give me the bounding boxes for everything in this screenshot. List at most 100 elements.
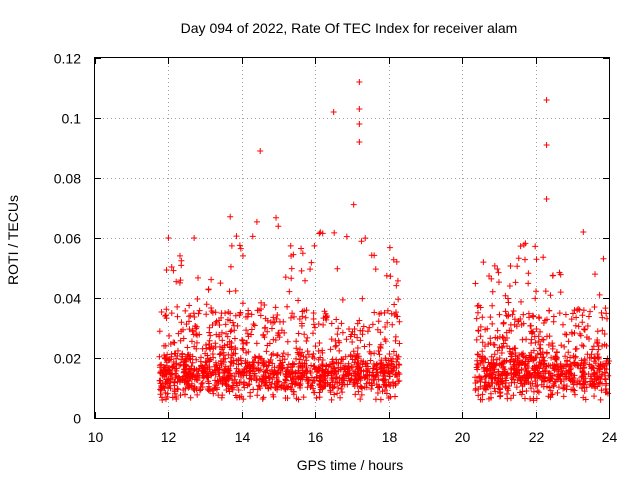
data-point bbox=[503, 329, 510, 336]
data-point bbox=[597, 396, 604, 403]
data-point bbox=[304, 348, 311, 355]
data-point bbox=[226, 388, 233, 395]
data-point bbox=[328, 336, 335, 343]
data-point bbox=[307, 266, 314, 273]
axis-ticks: 10 12 14 16 18 20 22 24 0 0.02 0.04 0.06 0.08 0.1 0.12 bbox=[54, 51, 618, 446]
data-point bbox=[551, 365, 558, 372]
data-point bbox=[510, 308, 517, 315]
data-point bbox=[268, 366, 275, 373]
data-point bbox=[359, 327, 366, 334]
data-point bbox=[220, 367, 227, 374]
data-point bbox=[533, 326, 540, 333]
data-point bbox=[483, 372, 490, 379]
data-point bbox=[383, 382, 390, 389]
data-point bbox=[488, 275, 495, 282]
x-tick-label: 24 bbox=[602, 429, 618, 445]
data-point bbox=[231, 373, 238, 380]
data-point bbox=[199, 383, 206, 390]
data-point bbox=[512, 279, 519, 286]
data-point bbox=[363, 380, 370, 387]
data-point bbox=[581, 371, 588, 378]
data-point bbox=[517, 243, 524, 250]
data-point bbox=[261, 325, 268, 332]
data-point bbox=[162, 313, 169, 320]
data-point bbox=[165, 367, 172, 374]
data-point bbox=[355, 373, 362, 380]
data-point bbox=[371, 309, 378, 316]
data-point bbox=[271, 318, 278, 325]
data-point bbox=[591, 303, 598, 310]
data-point bbox=[597, 361, 604, 368]
data-point bbox=[282, 395, 289, 402]
data-point bbox=[523, 336, 530, 343]
data-point bbox=[209, 321, 216, 328]
data-point bbox=[505, 313, 512, 320]
data-point bbox=[367, 357, 374, 364]
data-point bbox=[224, 316, 231, 323]
data-point bbox=[383, 390, 390, 397]
data-point bbox=[527, 354, 534, 361]
data-point bbox=[190, 331, 197, 338]
data-point bbox=[595, 355, 602, 362]
data-point bbox=[321, 308, 328, 315]
data-point bbox=[177, 392, 184, 399]
data-point bbox=[218, 346, 225, 353]
data-point bbox=[257, 366, 264, 373]
data-point bbox=[502, 383, 509, 390]
data-point bbox=[253, 218, 260, 225]
data-point bbox=[481, 382, 488, 389]
data-point bbox=[506, 282, 513, 289]
data-point bbox=[268, 325, 275, 332]
data-point bbox=[532, 295, 539, 302]
data-point bbox=[166, 332, 173, 339]
data-point bbox=[247, 393, 254, 400]
data-point bbox=[191, 235, 198, 241]
data-point bbox=[380, 362, 387, 369]
data-point bbox=[565, 349, 572, 356]
data-point bbox=[217, 280, 224, 287]
data-point bbox=[189, 328, 196, 335]
data-point bbox=[594, 365, 601, 372]
data-point bbox=[350, 348, 357, 355]
data-point bbox=[282, 376, 289, 383]
data-point bbox=[491, 262, 498, 269]
data-point bbox=[290, 251, 297, 258]
data-point bbox=[492, 388, 499, 395]
data-point bbox=[272, 304, 279, 311]
data-point bbox=[173, 278, 180, 285]
data-point bbox=[565, 375, 572, 382]
data-point bbox=[284, 384, 291, 391]
data-point bbox=[549, 340, 556, 347]
data-point bbox=[560, 381, 567, 388]
data-point bbox=[528, 336, 535, 343]
data-point bbox=[206, 324, 213, 331]
data-point bbox=[256, 307, 263, 314]
data-point bbox=[232, 392, 239, 399]
data-point bbox=[308, 362, 315, 369]
data-point bbox=[506, 348, 513, 355]
data-point bbox=[270, 350, 277, 357]
data-point bbox=[556, 310, 563, 317]
data-point bbox=[315, 348, 322, 355]
data-point bbox=[358, 391, 365, 398]
data-point bbox=[366, 379, 373, 386]
data-point bbox=[329, 360, 336, 367]
data-point bbox=[473, 315, 480, 322]
data-point bbox=[392, 393, 399, 400]
data-point bbox=[500, 320, 507, 327]
y-tick-label: 0.04 bbox=[54, 291, 81, 307]
data-point bbox=[550, 318, 557, 325]
data-point bbox=[572, 322, 579, 329]
data-point bbox=[527, 322, 534, 329]
data-point bbox=[377, 329, 384, 336]
data-point bbox=[381, 336, 388, 343]
data-point bbox=[240, 340, 247, 347]
data-point bbox=[296, 346, 303, 353]
data-point bbox=[502, 292, 509, 299]
data-point bbox=[584, 323, 591, 330]
data-point bbox=[587, 308, 594, 315]
data-point bbox=[264, 328, 271, 335]
data-point bbox=[191, 314, 198, 321]
data-point bbox=[498, 350, 505, 357]
data-point bbox=[335, 367, 342, 374]
